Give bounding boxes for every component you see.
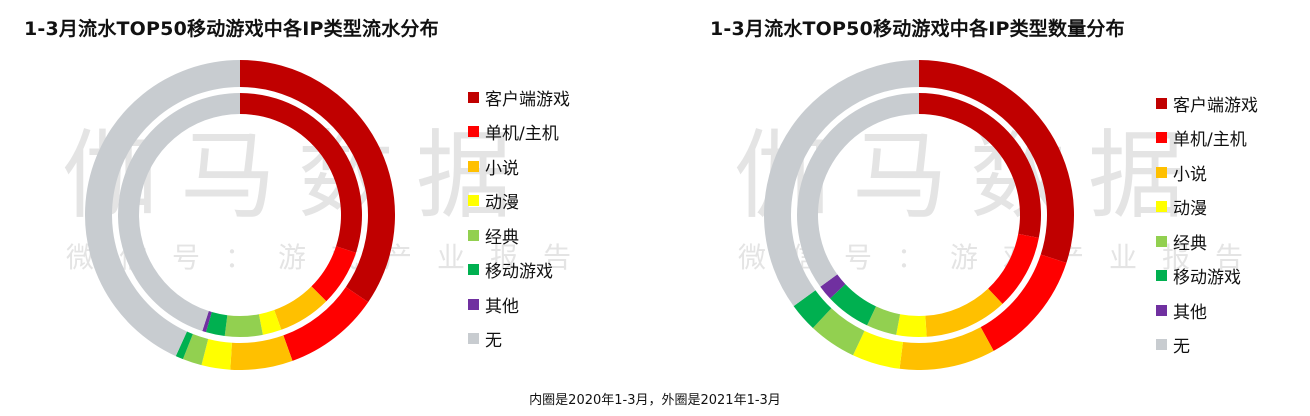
legend-swatch xyxy=(468,126,479,138)
legend: 客户端游戏单机/主机小说动漫经典移动游戏其他无 xyxy=(468,80,570,356)
legend-label: 小说 xyxy=(1173,164,1207,185)
legend-label: 经典 xyxy=(485,227,519,248)
inner-ring-slice-2 xyxy=(925,288,1003,337)
legend-swatch xyxy=(468,160,479,172)
legend-swatch xyxy=(468,229,479,241)
outer-ring-slice-3 xyxy=(853,330,903,369)
legend-item: 客户端游戏 xyxy=(468,80,570,115)
inner-ring-slice-6 xyxy=(202,311,212,333)
legend-item: 无 xyxy=(1156,328,1258,363)
legend: 客户端游戏单机/主机小说动漫经典移动游戏其他无 xyxy=(1156,86,1258,362)
legend-swatch xyxy=(468,91,479,103)
outer-ring-slice-7 xyxy=(85,60,240,357)
inner-ring-slice-7 xyxy=(118,93,240,332)
inner-ring-slice-3 xyxy=(258,310,282,335)
outer-ring-slice-7 xyxy=(764,60,919,307)
outer-ring-slice-1 xyxy=(283,286,369,361)
legend-swatch xyxy=(468,195,479,207)
legend-swatch xyxy=(1156,132,1167,144)
chart-title: 1-3月流水TOP50移动游戏中各IP类型数量分布 xyxy=(710,18,1125,40)
legend-label: 动漫 xyxy=(1173,199,1207,220)
legend-item: 经典 xyxy=(468,218,570,253)
inner-ring-slice-4 xyxy=(224,314,263,338)
legend-label: 其他 xyxy=(1173,302,1207,323)
footnote: 内圈是2020年1-3月，外圈是2021年1-3月 xyxy=(529,393,781,408)
count-chart-panel: 伽马数据 微信号：游戏产业报告 1-3月流水TOP50移动游戏中各IP类型数量分… xyxy=(672,0,1310,385)
inner-ring-slice-3 xyxy=(896,314,927,337)
inner-ring-slice-1 xyxy=(988,233,1039,304)
legend-swatch xyxy=(1156,339,1167,351)
outer-ring-slice-2 xyxy=(230,335,293,370)
outer-ring-slice-4 xyxy=(182,334,209,366)
legend-label: 移动游戏 xyxy=(485,262,553,283)
count-donut-chart xyxy=(764,60,1074,370)
legend-item: 小说 xyxy=(468,149,570,184)
legend-label: 经典 xyxy=(1173,233,1207,254)
legend-swatch xyxy=(1156,270,1167,282)
legend-item: 其他 xyxy=(468,287,570,322)
legend-label: 无 xyxy=(485,331,502,352)
legend-swatch xyxy=(468,264,479,276)
inner-ring-slice-1 xyxy=(311,246,357,302)
revenue-chart-panel: 伽马数据 微信号：游戏产业报告 1-3月流水TOP50移动游戏中各IP类型流水分… xyxy=(0,0,655,385)
outer-ring-slice-0 xyxy=(919,60,1074,263)
outer-ring-slice-1 xyxy=(980,254,1067,351)
inner-ring-slice-0 xyxy=(919,93,1041,238)
legend-label: 其他 xyxy=(485,296,519,317)
outer-ring-slice-4 xyxy=(812,308,865,356)
legend-label: 客户端游戏 xyxy=(1173,95,1258,116)
legend-item: 经典 xyxy=(1156,224,1258,259)
chart-title: 1-3月流水TOP50移动游戏中各IP类型流水分布 xyxy=(24,18,439,40)
legend-label: 小说 xyxy=(485,158,519,179)
inner-ring-slice-0 xyxy=(240,93,362,253)
inner-ring-slice-5 xyxy=(205,311,228,337)
inner-ring-slice-5 xyxy=(830,284,876,326)
inner-ring-slice-7 xyxy=(797,93,919,287)
legend-swatch xyxy=(468,333,479,345)
legend-item: 移动游戏 xyxy=(468,253,570,288)
legend-swatch xyxy=(1156,235,1167,247)
legend-item: 移动游戏 xyxy=(1156,259,1258,294)
legend-item: 单机/主机 xyxy=(1156,121,1258,156)
legend-item: 无 xyxy=(468,322,570,357)
legend-label: 单机/主机 xyxy=(1173,130,1247,151)
inner-ring-slice-4 xyxy=(867,306,901,335)
legend-label: 动漫 xyxy=(485,193,519,214)
legend-label: 无 xyxy=(1173,337,1190,358)
legend-item: 动漫 xyxy=(1156,190,1258,225)
revenue-donut-chart xyxy=(85,60,395,370)
legend-item: 客户端游戏 xyxy=(1156,86,1258,121)
outer-ring-slice-5 xyxy=(793,290,832,328)
legend-swatch xyxy=(468,298,479,310)
legend-item: 动漫 xyxy=(468,184,570,219)
legend-item: 小说 xyxy=(1156,155,1258,190)
legend-label: 移动游戏 xyxy=(1173,268,1241,289)
inner-ring-slice-2 xyxy=(274,286,327,330)
outer-ring-slice-0 xyxy=(240,60,395,303)
legend-item: 其他 xyxy=(1156,293,1258,328)
legend-swatch xyxy=(1156,304,1167,316)
outer-ring-slice-5 xyxy=(175,331,193,360)
legend-label: 客户端游戏 xyxy=(485,89,570,110)
outer-ring-slice-3 xyxy=(201,338,232,370)
legend-swatch xyxy=(1156,166,1167,178)
legend-swatch xyxy=(1156,201,1167,213)
legend-item: 单机/主机 xyxy=(468,115,570,150)
legend-label: 单机/主机 xyxy=(485,124,559,145)
legend-swatch xyxy=(1156,97,1167,109)
inner-ring-slice-6 xyxy=(820,274,846,299)
outer-ring-slice-2 xyxy=(899,327,994,370)
